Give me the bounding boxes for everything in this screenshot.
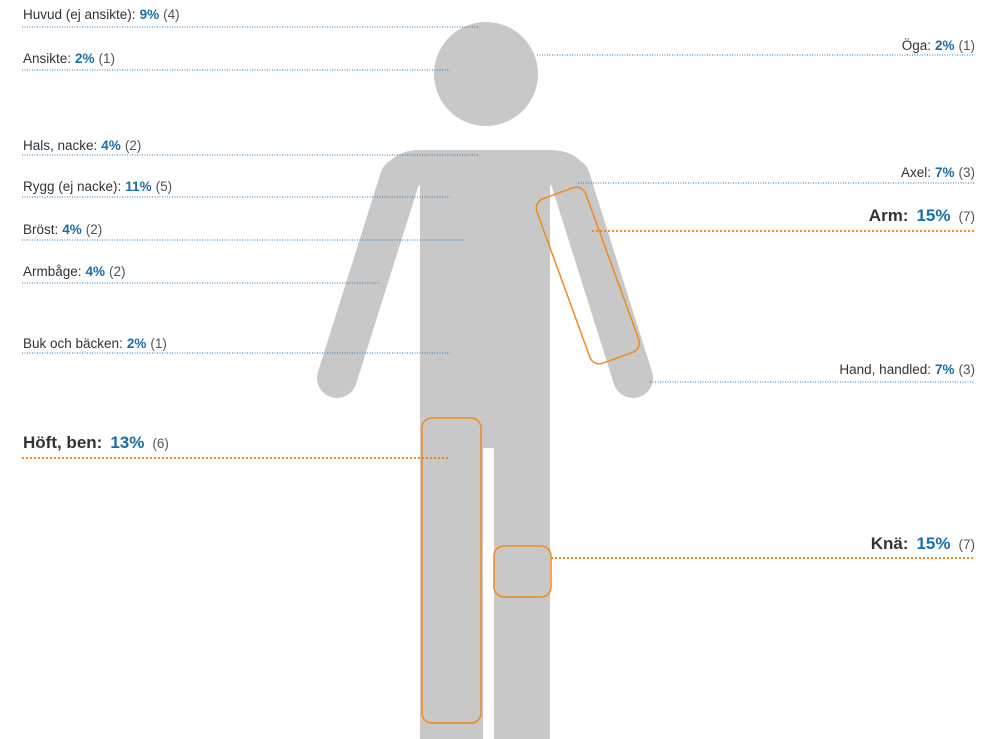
part-count: (3)	[959, 362, 976, 377]
body-part-label: Hand, handled: 7% (3)	[839, 362, 975, 377]
part-percent: 2%	[75, 51, 95, 66]
figure	[337, 22, 633, 739]
part-percent: 15%	[916, 534, 950, 553]
body-part-label: Bröst: 4% (2)	[23, 222, 102, 237]
body-part-label: Axel: 7% (3)	[901, 165, 975, 180]
part-percent: 7%	[935, 165, 955, 180]
part-count: (5)	[156, 179, 173, 194]
body-part-label: Hals, nacke: 4% (2)	[23, 138, 141, 153]
body-part-label: Buk och bäcken: 2%(1)	[23, 336, 167, 351]
body-part-label: Armbåge: 4%(2)	[23, 264, 126, 279]
body-diagram: Huvud (ej ansikte):9%(4)Ansikte:2%(1)Hal…	[0, 0, 1005, 739]
body-part-label: Höft, ben: 13% (6)	[23, 433, 169, 452]
part-name: Höft, ben:	[23, 433, 102, 452]
body-part-label: Knä: 15% (7)	[871, 534, 975, 553]
part-percent: 9%	[140, 7, 160, 22]
part-name: Bröst:	[23, 222, 58, 237]
part-name: Ansikte:	[23, 51, 71, 66]
part-count: (3)	[959, 165, 976, 180]
part-percent: 2%	[935, 38, 955, 53]
part-count: (2)	[125, 138, 142, 153]
part-name: Buk och bäcken:	[23, 336, 123, 351]
part-percent: 11%	[125, 179, 151, 194]
body-part-label: Arm: 15% (7)	[869, 206, 975, 225]
part-count: (7)	[959, 537, 976, 552]
part-percent: 13%	[110, 433, 144, 452]
body-part-label: Ansikte: 2% (1)	[23, 51, 115, 66]
part-count: (2)	[86, 222, 103, 237]
part-name: Rygg (ej nacke):	[23, 179, 121, 194]
part-percent: 4%	[101, 138, 121, 153]
part-name: Arm:	[869, 206, 909, 225]
part-count: (2)	[109, 264, 126, 279]
part-count: (1)	[150, 336, 167, 351]
body-part-label: Huvud (ej ansikte): 9%(4)	[23, 7, 180, 22]
part-name: Hals, nacke:	[23, 138, 97, 153]
part-name: Hand, handled:	[839, 362, 931, 377]
part-percent: 2%	[127, 336, 147, 351]
part-count: (4)	[163, 7, 180, 22]
part-percent: 4%	[86, 264, 106, 279]
body-part-label: Rygg (ej nacke): 11% (5)	[23, 179, 172, 194]
part-name: Axel:	[901, 165, 931, 180]
part-name: Huvud (ej ansikte):	[23, 7, 136, 22]
part-name: Öga:	[902, 38, 931, 53]
part-name: Armbåge:	[23, 264, 82, 279]
part-count: (1)	[99, 51, 116, 66]
part-count: (7)	[959, 209, 976, 224]
part-percent: 4%	[62, 222, 82, 237]
part-percent: 15%	[916, 206, 950, 225]
part-count: (6)	[152, 436, 169, 451]
part-percent: 7%	[935, 362, 955, 377]
part-name: Knä:	[871, 534, 909, 553]
body-part-label: Öga: 2% (1)	[902, 38, 975, 53]
part-count: (1)	[959, 38, 976, 53]
